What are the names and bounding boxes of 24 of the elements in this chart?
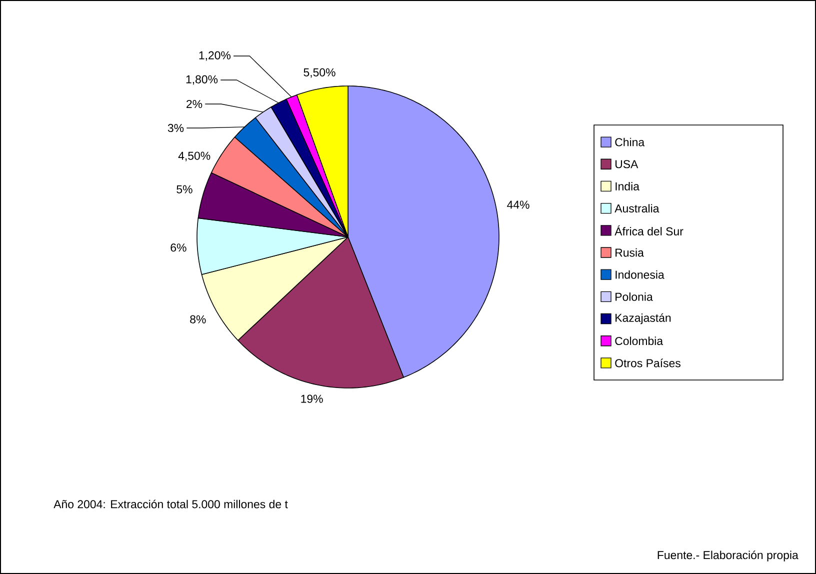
legend-label: Rusia xyxy=(616,248,644,257)
data-label: 5% xyxy=(176,185,192,194)
legend-label: África del Sur xyxy=(614,225,684,236)
source-note: Fuente.- Elaboración propia xyxy=(658,550,798,562)
data-label: 3% xyxy=(168,124,184,132)
legend-label: China xyxy=(615,138,645,146)
legend-label: Otros Países xyxy=(615,358,680,368)
data-label: 5,50% xyxy=(304,68,336,78)
data-label: 6% xyxy=(170,244,186,252)
text: Año 2004: Extracción total 5.000 millones de t xyxy=(54,500,288,508)
data-label: 1,80% xyxy=(186,75,218,85)
data-label: 2% xyxy=(186,100,202,108)
data-label: 44% xyxy=(507,200,530,209)
legend-label: India xyxy=(616,182,640,190)
legend-label: Kazajastán xyxy=(616,313,671,324)
legend-label: Colombia xyxy=(615,336,664,346)
legend-label: Polonia xyxy=(616,292,653,301)
data-label: 19% xyxy=(301,394,323,403)
data-label: 1,20% xyxy=(199,51,231,61)
data-label: 4,50% xyxy=(178,152,210,162)
legend-label: USA xyxy=(615,160,638,168)
legend-label: Australia xyxy=(614,204,660,213)
legend-label: Indonesia xyxy=(616,270,664,279)
data-label: 8% xyxy=(190,315,206,324)
